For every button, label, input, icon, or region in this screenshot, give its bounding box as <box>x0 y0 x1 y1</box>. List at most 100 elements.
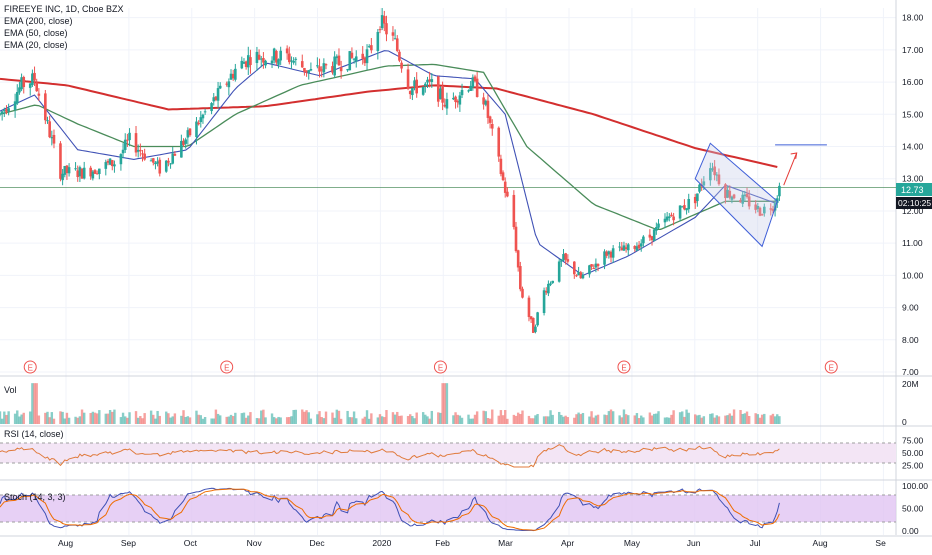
candle-body[interactable] <box>529 316 533 320</box>
candle-body[interactable] <box>467 90 470 92</box>
candle-body[interactable] <box>713 166 716 176</box>
candle-body[interactable] <box>216 88 220 101</box>
candle-body[interactable] <box>573 261 576 275</box>
candle-body[interactable] <box>527 297 531 317</box>
candle-body[interactable] <box>20 77 23 90</box>
candle-body[interactable] <box>227 81 231 88</box>
candle-body[interactable] <box>158 159 162 174</box>
candle-body[interactable] <box>680 206 684 208</box>
candle-body[interactable] <box>739 199 742 203</box>
candle-body[interactable] <box>106 161 110 163</box>
candle-body[interactable] <box>549 283 552 285</box>
candle-body[interactable] <box>439 88 442 100</box>
candle-body[interactable] <box>309 69 313 71</box>
candle-body[interactable] <box>544 291 548 293</box>
candle-body[interactable] <box>363 57 367 64</box>
candle-body[interactable] <box>771 208 775 211</box>
candle-body[interactable] <box>290 60 293 62</box>
candle-body[interactable] <box>184 139 187 144</box>
candle-body[interactable] <box>151 158 155 163</box>
candle-body[interactable] <box>195 121 198 138</box>
candle-body[interactable] <box>365 49 369 64</box>
candle-body[interactable] <box>501 172 505 181</box>
candle-body[interactable] <box>702 181 706 186</box>
candle-body[interactable] <box>149 160 153 162</box>
candle-body[interactable] <box>756 205 760 210</box>
candle-body[interactable] <box>154 162 157 165</box>
candle-body[interactable] <box>199 117 203 123</box>
candle-body[interactable] <box>143 153 146 160</box>
candle-body[interactable] <box>270 60 274 64</box>
candle-body[interactable] <box>620 247 624 251</box>
candle-body[interactable] <box>506 191 509 197</box>
candle-body[interactable] <box>292 60 295 63</box>
candle-body[interactable] <box>231 73 235 79</box>
candle-body[interactable] <box>164 160 168 172</box>
candle-body[interactable] <box>588 265 591 275</box>
candle-body[interactable] <box>490 123 494 129</box>
candle-body[interactable] <box>484 100 488 105</box>
candle-body[interactable] <box>335 56 339 59</box>
candle-body[interactable] <box>618 246 621 248</box>
candle-body[interactable] <box>762 206 766 214</box>
candle-body[interactable] <box>108 158 112 165</box>
candle-body[interactable] <box>452 97 455 100</box>
candle-body[interactable] <box>173 153 177 156</box>
candle-body[interactable] <box>259 58 263 60</box>
candle-body[interactable] <box>277 59 280 65</box>
candle-body[interactable] <box>218 85 222 89</box>
candle-body[interactable] <box>698 184 701 192</box>
candle-body[interactable] <box>454 96 457 102</box>
candle-body[interactable] <box>745 193 749 198</box>
candle-body[interactable] <box>622 245 626 251</box>
candle-body[interactable] <box>352 58 356 60</box>
candle-body[interactable] <box>594 263 598 268</box>
candle-body[interactable] <box>430 79 434 83</box>
candle-body[interactable] <box>15 92 19 104</box>
candle-body[interactable] <box>169 163 172 165</box>
candle-body[interactable] <box>717 174 721 185</box>
candle-body[interactable] <box>18 87 21 93</box>
candle-body[interactable] <box>74 168 77 170</box>
candle-body[interactable] <box>426 79 429 83</box>
candle-body[interactable] <box>663 218 667 223</box>
candle-body[interactable] <box>607 251 611 255</box>
candle-body[interactable] <box>28 83 32 88</box>
candle-body[interactable] <box>37 93 41 96</box>
candle-body[interactable] <box>657 223 660 228</box>
candle-body[interactable] <box>370 45 373 51</box>
candle-body[interactable] <box>436 76 440 102</box>
candle-body[interactable] <box>521 288 524 298</box>
candle-body[interactable] <box>50 137 54 139</box>
candle-body[interactable] <box>316 65 319 67</box>
candle-body[interactable] <box>89 167 92 177</box>
candle-body[interactable] <box>639 243 643 247</box>
candles[interactable] <box>0 8 781 334</box>
candle-body[interactable] <box>126 139 129 141</box>
candle-body[interactable] <box>428 79 431 82</box>
candle-body[interactable] <box>534 326 537 333</box>
candle-body[interactable] <box>3 109 6 111</box>
candle-body[interactable] <box>139 149 142 152</box>
candle-body[interactable] <box>376 31 380 51</box>
candle-body[interactable] <box>78 167 82 177</box>
candle-body[interactable] <box>76 170 80 178</box>
earnings-marker[interactable] <box>23 360 37 374</box>
candle-body[interactable] <box>743 194 747 197</box>
candle-body[interactable] <box>642 236 645 244</box>
candle-body[interactable] <box>214 96 218 101</box>
candle-body[interactable] <box>624 247 628 250</box>
candle-body[interactable] <box>104 162 108 169</box>
candle-body[interactable] <box>67 167 71 174</box>
candle-body[interactable] <box>581 274 585 279</box>
candle-body[interactable] <box>337 55 341 66</box>
candle-body[interactable] <box>633 245 637 249</box>
candle-body[interactable] <box>769 208 773 210</box>
candle-body[interactable] <box>171 153 175 164</box>
candle-body[interactable] <box>249 57 252 66</box>
candle-body[interactable] <box>560 260 563 262</box>
legend-ema200[interactable]: EMA (200, close) <box>4 16 73 26</box>
candle-body[interactable] <box>48 121 51 138</box>
candle-body[interactable] <box>31 73 34 85</box>
candle-body[interactable] <box>760 214 764 216</box>
